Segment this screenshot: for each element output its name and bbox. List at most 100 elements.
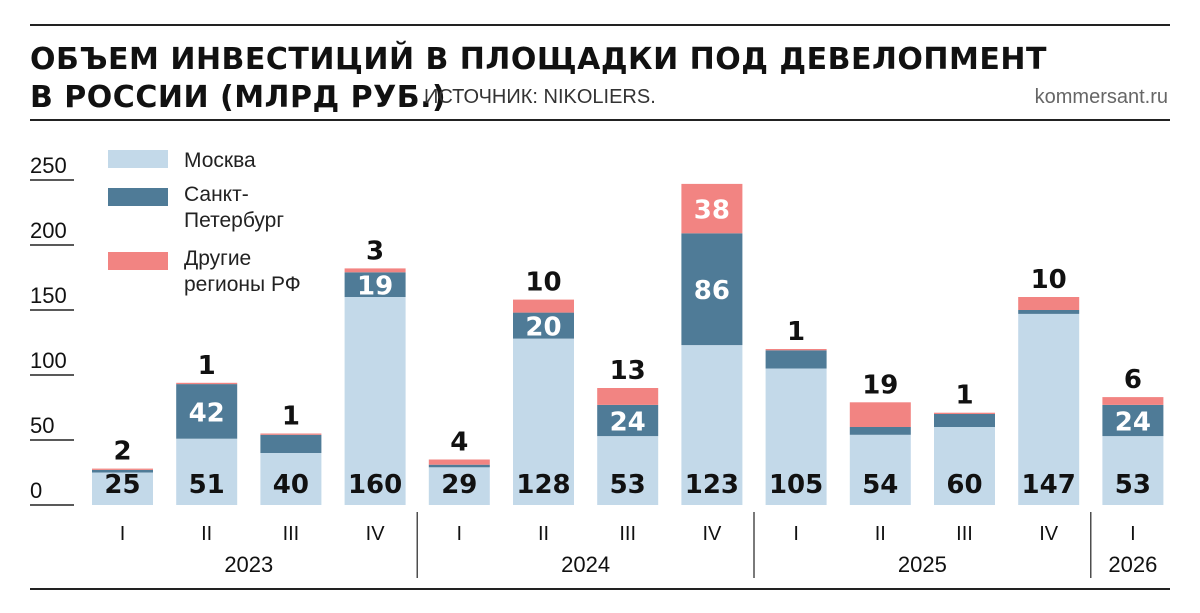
bar-segment-regions xyxy=(1018,297,1080,310)
data-label-regions-top: 1 xyxy=(787,317,805,347)
x-tick-label: I xyxy=(1130,523,1136,545)
bar-segment-spb xyxy=(765,350,827,369)
bar-segment-spb xyxy=(428,464,490,468)
x-tick-label: III xyxy=(283,523,300,545)
data-label-regions-top: 10 xyxy=(1031,265,1067,295)
data-label-regions-top: 3 xyxy=(366,236,384,266)
bar-segment-regions xyxy=(597,388,659,405)
y-tick-label: 250 xyxy=(30,153,67,178)
bar-segment-spb xyxy=(597,404,659,437)
bar-segment-moscow xyxy=(681,345,743,505)
y-tick-label: 200 xyxy=(30,218,67,243)
chart-title-line1: ОБЪЕМ ИНВЕСТИЦИЙ В ПЛОЩАДКИ ПОД ДЕВЕЛОПМ… xyxy=(30,42,1047,77)
bar-segment-regions xyxy=(344,268,406,273)
source-note: ИСТОЧНИК: NIKOLIERS. xyxy=(424,86,656,108)
site-credit: kommersant.ru xyxy=(1034,86,1168,108)
data-label-moscow: 40 xyxy=(273,470,309,500)
top-rule xyxy=(30,24,1170,26)
x-year-label: 2023 xyxy=(224,552,273,577)
bar-segment-regions xyxy=(428,459,490,465)
data-label-spb: 24 xyxy=(1115,408,1151,438)
legend: Москва Санкт- Петербург Другие регионы Р… xyxy=(108,149,301,296)
bar-segment-spb xyxy=(1018,310,1080,314)
bar-segment-regions xyxy=(1102,397,1164,405)
data-label-moscow: 60 xyxy=(946,470,982,500)
bar-segment-spb xyxy=(176,384,238,439)
data-label-moscow: 105 xyxy=(769,470,823,500)
bar-segment-moscow xyxy=(428,467,490,505)
bar-segment-spb xyxy=(681,233,743,346)
x-tick-label: IV xyxy=(366,523,386,545)
x-tick-label: II xyxy=(201,523,212,545)
data-label-regions-top: 19 xyxy=(862,370,898,400)
x-tick-label: I xyxy=(120,523,126,545)
legend-label-spb-line2: Петербург xyxy=(184,209,284,232)
x-tick-label: II xyxy=(538,523,549,545)
data-label-moscow: 54 xyxy=(862,470,898,500)
bar-segment-spb xyxy=(513,312,574,339)
data-label-moscow: 29 xyxy=(441,470,477,500)
data-label-moscow: 51 xyxy=(189,470,225,500)
bar-segment-regions xyxy=(513,299,574,313)
bar-segment-spb xyxy=(1102,404,1164,437)
data-label-regions-top: 1 xyxy=(282,402,300,432)
x-year-label: 2024 xyxy=(561,552,610,577)
bar-segment-moscow xyxy=(176,438,238,505)
legend-label-moscow: Москва xyxy=(184,149,256,172)
x-tick-label: I xyxy=(457,523,463,545)
data-label-spb: 42 xyxy=(189,398,225,428)
data-label-moscow: 160 xyxy=(348,470,402,500)
bar-segment-regions xyxy=(176,382,238,385)
data-label-moscow: 123 xyxy=(685,470,739,500)
data-label-regions-top: 10 xyxy=(525,268,561,298)
x-tick-label: II xyxy=(875,523,886,545)
y-tick-label: 100 xyxy=(30,348,67,373)
y-axis: 0 50 100 150 200 250 xyxy=(30,153,74,506)
data-label-spb: 24 xyxy=(610,408,646,438)
bar-segment-regions xyxy=(934,412,995,414)
legend-label-regions-line2: регионы РФ xyxy=(184,273,301,296)
data-label-regions: 38 xyxy=(694,196,730,226)
bar-segment-regions xyxy=(681,183,743,234)
legend-swatch-moscow xyxy=(108,150,168,168)
bar-segment-moscow xyxy=(765,368,827,505)
data-label-moscow: 128 xyxy=(516,470,570,500)
bar-segment-regions xyxy=(849,402,911,427)
data-label-spb: 86 xyxy=(694,276,730,306)
data-label-moscow: 25 xyxy=(104,470,140,500)
bar-segment-regions xyxy=(260,433,322,435)
bar-segment-moscow xyxy=(1018,313,1080,505)
x-tick-label: I xyxy=(793,523,799,545)
bar-segment-spb xyxy=(92,469,153,473)
y-tick-label: 0 xyxy=(30,478,42,503)
legend-label-regions-line1: Другие xyxy=(184,247,251,270)
chart-title-line2: В РОССИИ (МЛРД РУБ.) xyxy=(30,80,447,115)
legend-swatch-regions xyxy=(108,252,168,270)
bar-segment-spb xyxy=(344,272,406,297)
legend-label-spb-line1: Санкт- xyxy=(184,183,249,206)
bar-segment-moscow xyxy=(1102,436,1164,505)
bottom-rule xyxy=(30,588,1170,590)
data-label-regions-top: 1 xyxy=(955,381,973,411)
x-year-label: 2025 xyxy=(898,552,947,577)
data-label-regions-top: 1 xyxy=(198,351,216,381)
data-label-spb: 20 xyxy=(525,313,561,343)
bar-segment-regions xyxy=(92,468,153,470)
bar-segment-moscow xyxy=(597,436,659,505)
bar-segment-moscow xyxy=(513,338,574,505)
bar-segment-moscow xyxy=(344,297,406,505)
bar-segment-moscow xyxy=(934,427,995,505)
bar-segment-spb xyxy=(849,427,911,435)
data-label-regions-top: 2 xyxy=(113,437,131,467)
data-label-regions-top: 13 xyxy=(610,356,646,386)
data-label-regions-top: 6 xyxy=(1124,365,1142,395)
data-label-moscow: 53 xyxy=(1115,470,1151,500)
legend-swatch-spb xyxy=(108,188,168,206)
y-tick-label: 150 xyxy=(30,283,67,308)
x-year-label: 2026 xyxy=(1108,552,1157,577)
data-label-moscow: 53 xyxy=(610,470,646,500)
bars: 2525142140116019329412820105324131238638… xyxy=(92,183,1164,505)
header-rule xyxy=(30,119,1170,121)
